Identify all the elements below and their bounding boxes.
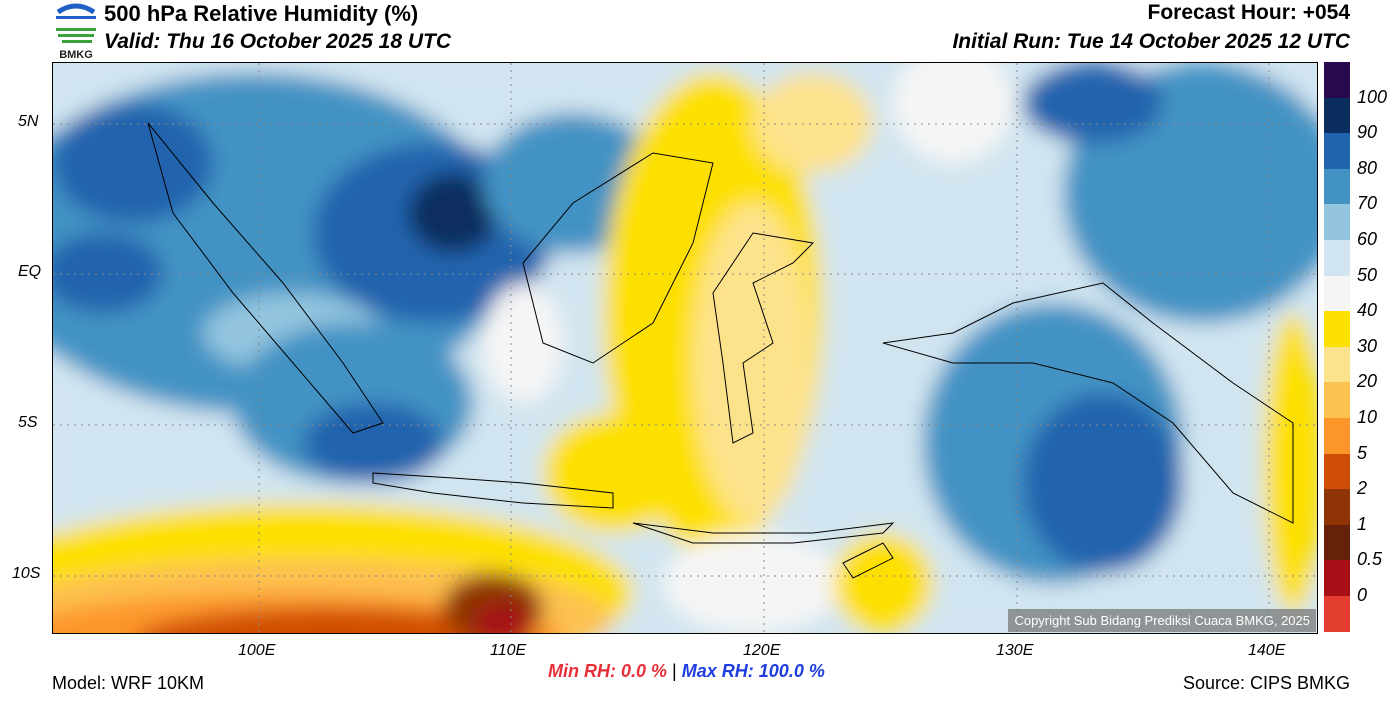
valid-time: Valid: Thu 16 October 2025 18 UTC	[104, 30, 451, 53]
colorbar-swatch	[1324, 62, 1350, 98]
svg-text:BMKG: BMKG	[59, 49, 93, 60]
colorbar	[1324, 62, 1350, 632]
lon-label: 100E	[238, 642, 276, 659]
min-max-rh: Min RH: 0.0 % | Max RH: 100.0 %	[548, 661, 825, 682]
colorbar-swatch	[1324, 382, 1350, 418]
colorbar-label: 70	[1357, 193, 1378, 214]
colorbar-label: 100	[1357, 86, 1388, 107]
colorbar-label: 1	[1357, 513, 1368, 534]
colorbar-label: 0	[1357, 585, 1368, 605]
copyright-notice: Copyright Sub Bidang Prediksi Cuaca BMKG…	[1008, 609, 1316, 632]
colorbar-swatch	[1324, 417, 1350, 454]
colorbar-swatch	[1324, 595, 1350, 632]
colorbar-swatch	[1324, 97, 1350, 134]
colorbar-label: 20	[1357, 371, 1378, 392]
lat-label: 5N	[18, 113, 39, 130]
colorbar-label: 0.5	[1357, 549, 1383, 570]
coastlines	[147, 122, 1294, 579]
lon-label: 120E	[743, 642, 781, 659]
colorbar-label: 50	[1357, 264, 1378, 285]
lon-label: 140E	[1248, 642, 1286, 659]
lon-label: 130E	[996, 642, 1034, 659]
colorbar-label: 40	[1357, 300, 1378, 321]
max-rh-value: 100.0 %	[758, 661, 825, 681]
colorbar-label: 30	[1357, 335, 1378, 356]
colorbar-swatch	[1324, 524, 1350, 561]
humidity-map	[52, 62, 1318, 634]
colorbar-label: 60	[1357, 229, 1378, 249]
colorbar-swatch	[1324, 168, 1350, 205]
colorbar-swatch	[1324, 453, 1350, 490]
chart-title: 500 hPa Relative Humidity (%)	[104, 1, 419, 26]
colorbar-swatch	[1324, 489, 1350, 525]
colorbar-label: 90	[1357, 122, 1378, 143]
colorbar-swatch	[1324, 311, 1350, 347]
colorbar-label: 80	[1357, 157, 1378, 178]
colorbar-swatch	[1324, 560, 1350, 596]
colorbar-label: 10	[1357, 407, 1378, 427]
forecast-hour: Forecast Hour: +054	[1147, 1, 1351, 24]
min-rh-label: Min RH:	[548, 661, 616, 681]
colorbar-label: 2	[1357, 478, 1368, 499]
colorbar-label: 5	[1357, 442, 1368, 463]
colorbar-swatch	[1324, 346, 1350, 383]
colorbar-swatch	[1324, 204, 1350, 240]
model-label: Model: WRF 10KM	[52, 673, 205, 693]
colorbar-swatch	[1324, 133, 1350, 169]
source-label: Source: CIPS BMKG	[1182, 673, 1350, 693]
lat-label: 5S	[18, 414, 38, 431]
min-rh-value: 0.0 %	[621, 661, 668, 681]
colorbar-swatch	[1324, 239, 1350, 276]
separator: |	[672, 661, 677, 681]
bmkg-logo: BMKG	[52, 2, 100, 61]
lat-label: 10S	[12, 565, 41, 582]
lon-label: 110E	[490, 642, 527, 659]
max-rh-label: Max RH:	[681, 661, 754, 681]
lat-label: EQ	[18, 263, 42, 280]
initial-run: Initial Run: Tue 14 October 2025 12 UTC	[952, 30, 1350, 53]
colorbar-swatch	[1324, 275, 1350, 312]
